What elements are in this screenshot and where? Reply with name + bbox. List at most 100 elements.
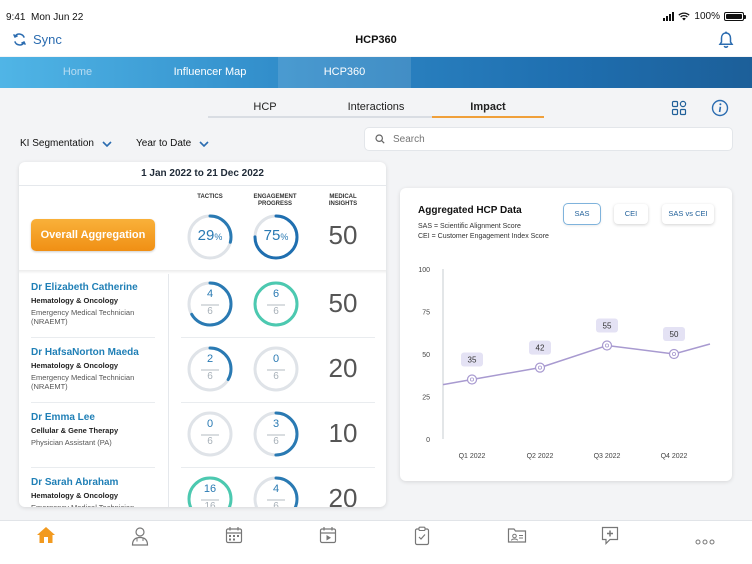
bottom-tab-bar [0, 520, 752, 550]
tab-id-folder[interactable] [507, 526, 527, 549]
notification-button[interactable] [718, 31, 734, 54]
x-tick-label: Q4 2022 [661, 453, 688, 460]
id-card-folder-icon [507, 528, 527, 543]
more-icon [695, 539, 715, 545]
hcp-name[interactable]: Dr Elizabeth Catherine [31, 282, 138, 293]
chevron-down-icon [102, 140, 112, 147]
data-label: 50 [670, 330, 679, 339]
row-divider [31, 337, 155, 338]
y-tick-label: 100 [418, 267, 430, 274]
info-icon [711, 99, 729, 117]
tab-hcp[interactable]: HCP [253, 101, 277, 113]
hcp-info: Dr HafsaNorton Maeda Hematology & Oncolog… [31, 347, 151, 391]
toggle-sas-vs-cei[interactable]: SAS vs CEI [662, 204, 714, 224]
engagement-count: 6 [272, 288, 280, 300]
tab-doctor[interactable] [131, 526, 149, 551]
row-divider [181, 337, 375, 338]
layout-toggle-button[interactable] [671, 100, 687, 121]
y-tick-label: 75 [422, 310, 430, 317]
data-label-bg [529, 340, 551, 355]
tactics-aggregate-ring [187, 214, 233, 260]
x-tick-label: Q3 2022 [594, 453, 621, 460]
nav-hcp360[interactable]: HCP360 [278, 57, 411, 88]
date-range: 1 Jan 2022 to 21 Dec 2022 [19, 162, 386, 186]
sas-series-line [442, 343, 711, 386]
hcp-specialty: Hematology & Oncology [31, 491, 119, 500]
hcp-name[interactable]: Dr Emma Lee [31, 412, 95, 423]
search-icon [375, 134, 385, 144]
grid-shapes-icon [671, 100, 687, 116]
tab-interactions[interactable]: Interactions [347, 101, 405, 113]
engagement-count: 4 [272, 483, 280, 495]
row-divider [181, 402, 375, 403]
tactics-ring [187, 411, 233, 457]
tab-home[interactable] [36, 526, 56, 549]
engagement-ring [253, 281, 299, 327]
cei-legend: CEI = Customer Engagement Index Score [418, 233, 549, 240]
x-tick-label: Q2 2022 [527, 453, 554, 460]
info-button[interactable] [711, 99, 729, 122]
wifi-icon [678, 12, 691, 21]
sas-legend: SAS = Scientific Alignment Score [418, 223, 521, 230]
tab-calendar[interactable] [225, 526, 243, 549]
tab-more[interactable] [695, 532, 715, 550]
sync-button[interactable]: Sync [12, 32, 62, 47]
engagement-total: 6 [273, 306, 279, 317]
col-engagement: ENGAGEMENT PROGRESS [253, 194, 297, 207]
home-indicator-area [0, 550, 752, 564]
aggregated-chart-card: Aggregated HCP Data SAS = Scientific Ali… [400, 188, 732, 481]
sync-icon [13, 33, 26, 46]
data-point-core [537, 365, 542, 370]
y-tick-label: 50 [422, 352, 430, 359]
tactics-total: 6 [207, 436, 213, 447]
overall-aggregation-button[interactable]: Overall Aggregation [31, 219, 155, 251]
tab-clipboard[interactable] [414, 526, 430, 551]
app-title: HCP360 [355, 34, 397, 46]
hcp-role: Emergency Medical Technician (NRAEMT) [31, 308, 135, 326]
main-nav: Home Influencer Map HCP360 [0, 57, 752, 88]
engagement-ring [253, 411, 299, 457]
data-point-core [470, 377, 475, 382]
engagement-total: 6 [273, 371, 279, 382]
tactics-ring [187, 476, 233, 507]
nav-home[interactable]: Home [62, 66, 93, 78]
hcp-specialty: Cellular & Gene Therapy [31, 426, 119, 435]
tab-video-calendar[interactable] [319, 526, 337, 549]
hcp-specialty: Hematology & Oncology [31, 296, 119, 305]
period-filter[interactable]: Year to Date [136, 138, 209, 149]
tab-underline [208, 116, 544, 118]
nav-influencer-map[interactable]: Influencer Map [173, 66, 247, 78]
tactics-count: 2 [206, 353, 214, 365]
tactics-total: 6 [207, 306, 213, 317]
engagement-total: 6 [273, 501, 279, 507]
row-divider [181, 467, 375, 468]
engagement-count: 3 [272, 418, 280, 430]
toggle-cei[interactable]: CEI [614, 204, 648, 224]
engagement-count: 0 [272, 353, 280, 365]
segmentation-filter[interactable]: KI Segmentation [20, 138, 112, 149]
tab-medical-chat[interactable] [601, 526, 619, 550]
battery-percent: 100% [694, 11, 720, 22]
clipboard-icon [414, 526, 430, 546]
video-calendar-icon [319, 527, 337, 544]
data-label-bg [596, 318, 618, 333]
search-input[interactable] [393, 133, 693, 145]
hcp-name[interactable]: Dr HafsaNorton Maeda [31, 347, 139, 358]
hcp-info: Dr Sarah Abraham Hematology & Oncology Eme… [31, 477, 151, 507]
toggle-sas[interactable]: SAS [564, 204, 600, 224]
status-time: 9:41 Mon Jun 22 [6, 12, 84, 23]
status-right: 100% [663, 11, 746, 22]
engagement-aggregate-ring [253, 214, 299, 260]
data-point-core [604, 343, 609, 348]
tab-impact[interactable]: Impact [470, 101, 506, 113]
row-divider [31, 467, 155, 468]
tactics-total: 16 [204, 501, 216, 507]
status-bar: 9:41 Mon Jun 22 100% [0, 0, 752, 28]
column-divider [168, 274, 169, 507]
hcp-role: Physician Assistant (PA) [31, 438, 112, 447]
tactics-count: 0 [206, 418, 214, 430]
chart-title: Aggregated HCP Data [418, 205, 522, 216]
y-tick-label: 0 [426, 437, 430, 444]
doctor-icon [131, 527, 149, 546]
hcp-name[interactable]: Dr Sarah Abraham [31, 477, 119, 488]
